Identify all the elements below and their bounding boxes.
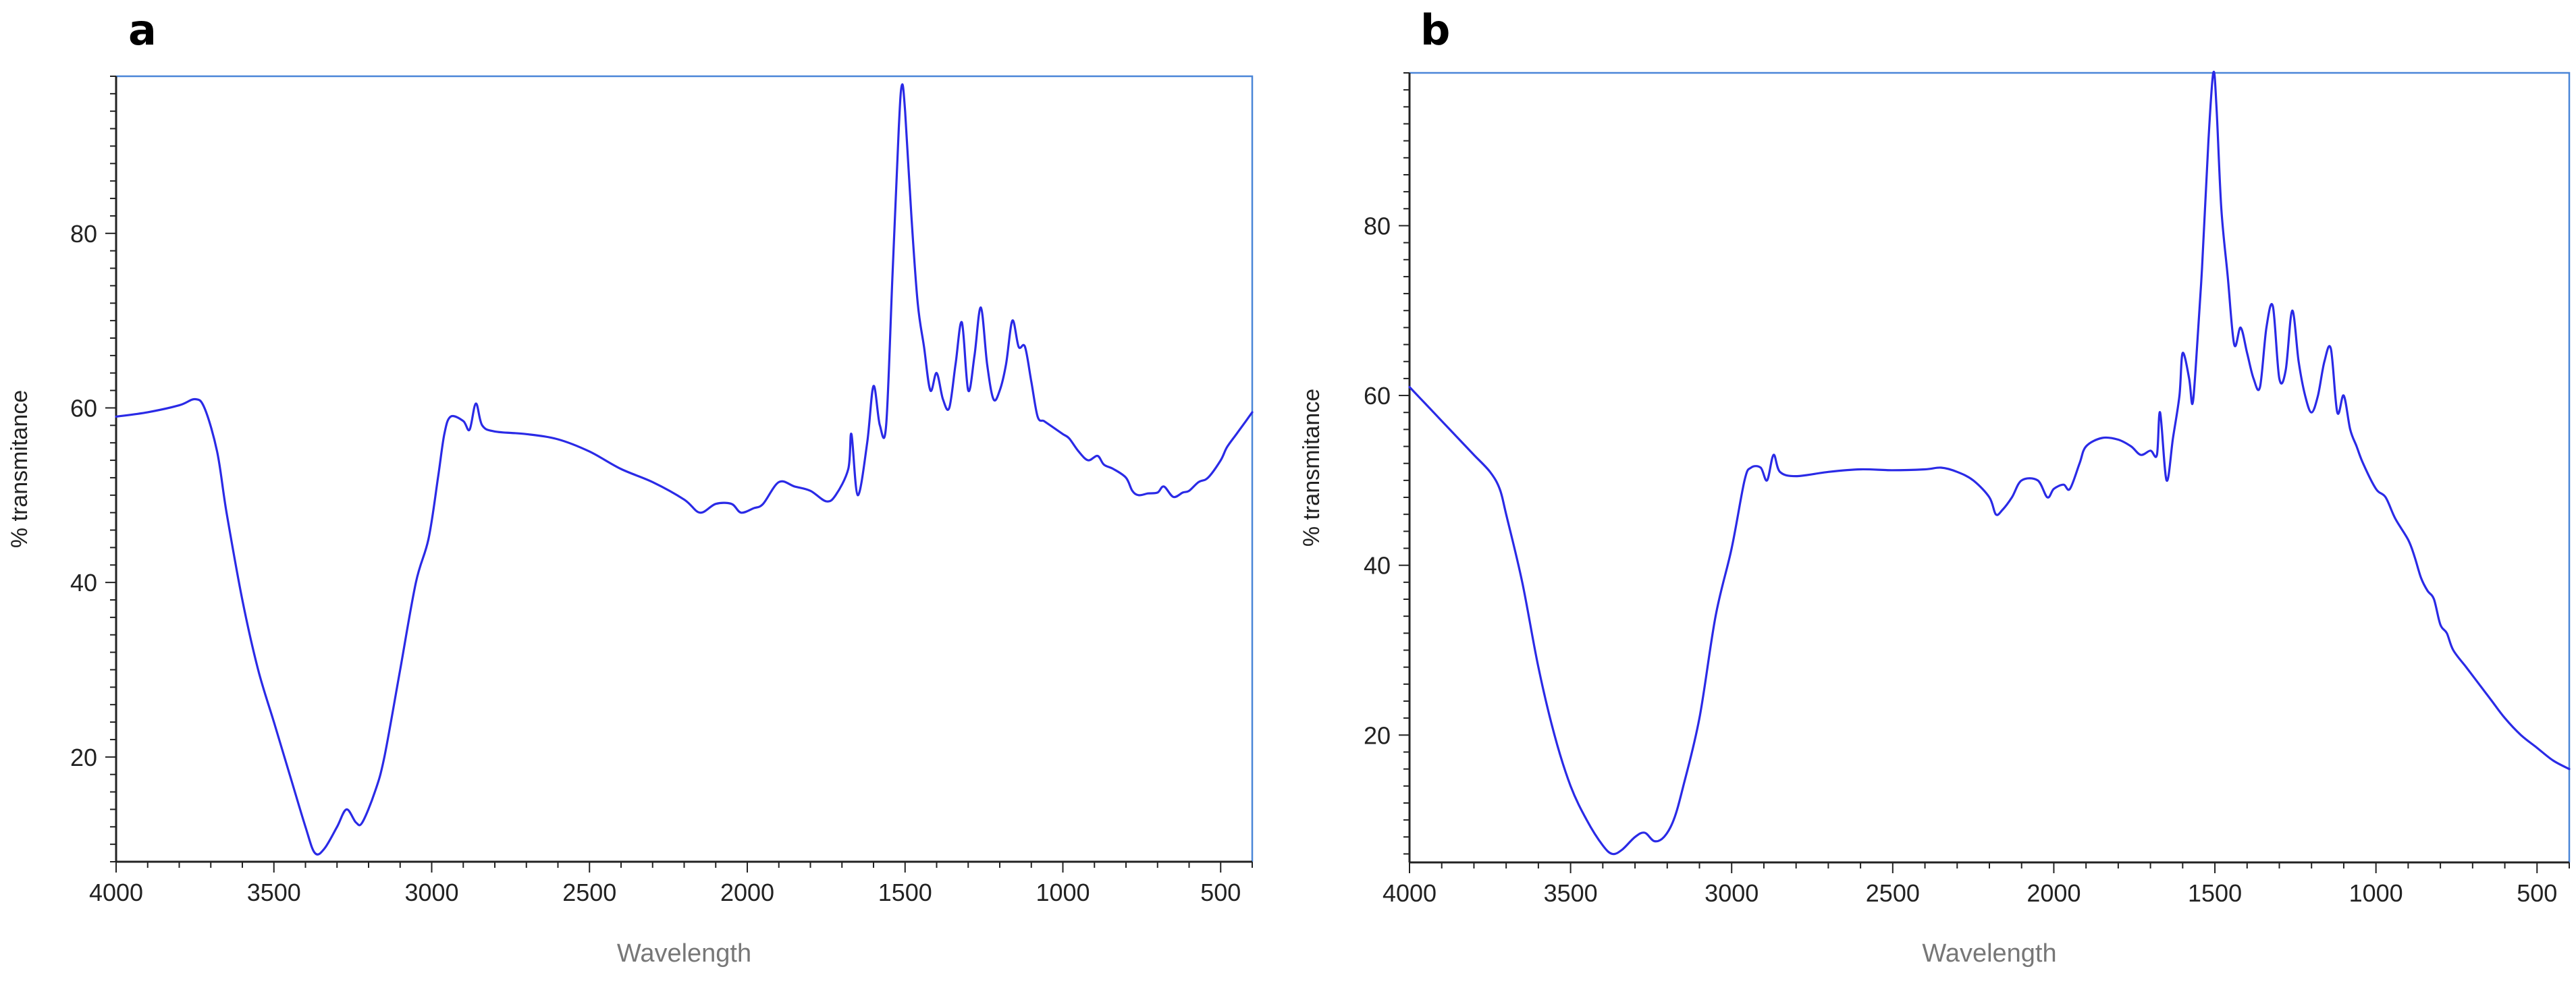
x-tick-label-b: 4000	[1383, 879, 1437, 907]
plot-frame-b	[1410, 72, 2571, 862]
y-tick-label-a: 20	[70, 744, 97, 771]
spectrum-line-a-0	[115, 83, 1254, 856]
x-tick-label-a: 500	[1200, 879, 1241, 906]
spectrum-line-b-0	[1408, 70, 2571, 856]
x-tick-label-b: 500	[2517, 879, 2557, 907]
y-tick-label-a: 80	[70, 220, 97, 248]
y-axis-title-a: % transmitance	[7, 390, 32, 548]
y-tick-label-b: 40	[1364, 552, 1391, 580]
y-tick-label-b: 80	[1364, 212, 1391, 240]
y-tick-label-b: 60	[1364, 382, 1391, 410]
panel-letter-b: b	[1420, 5, 1451, 55]
x-axis-title-a: Wavelength	[617, 939, 751, 968]
x-tick-label-b: 1000	[2349, 879, 2403, 907]
x-tick-label-b: 3500	[1544, 879, 1598, 907]
x-tick-label-a: 1000	[1036, 879, 1090, 906]
x-tick-label-a: 2000	[720, 879, 774, 906]
panel-letter-a: a	[128, 5, 157, 55]
x-tick-label-a: 4000	[89, 879, 143, 906]
chart-panel-a: a 4000 3500 3000 2500 2000 1500 1000 500 20 40 60 8…	[0, 0, 1283, 994]
x-tick-label-b: 2000	[2027, 879, 2081, 907]
x-tick-label-b: 3000	[1705, 879, 1759, 907]
y-tick-label-b: 20	[1364, 721, 1391, 749]
x-tick-label-a: 2500	[562, 879, 616, 906]
chart-panel-b: b 4000 3500 3000 2500 2000 1500 1000 500 20 40 60 8…	[1288, 0, 2576, 994]
x-tick-label-a: 1500	[878, 879, 932, 906]
y-tick-label-a: 40	[70, 569, 97, 597]
x-tick-label-b: 2500	[1866, 879, 1920, 907]
plot-frame-a	[116, 75, 1254, 862]
y-tick-label-a: 60	[70, 394, 97, 422]
chart-b-svg: 4000 3500 3000 2500 2000 1500 1000 500 20 40 60 80%…	[1299, 70, 2571, 968]
x-tick-label-a: 3000	[404, 879, 458, 906]
x-axis-title-b: Wavelength	[1922, 939, 2056, 968]
y-axis-title-b: % transmitance	[1299, 389, 1324, 547]
x-tick-label-a: 3500	[247, 879, 301, 906]
chart-a-svg: 4000 3500 3000 2500 2000 1500 1000 500 20 40 60 80%…	[7, 75, 1254, 968]
x-tick-label-b: 1500	[2188, 879, 2242, 907]
